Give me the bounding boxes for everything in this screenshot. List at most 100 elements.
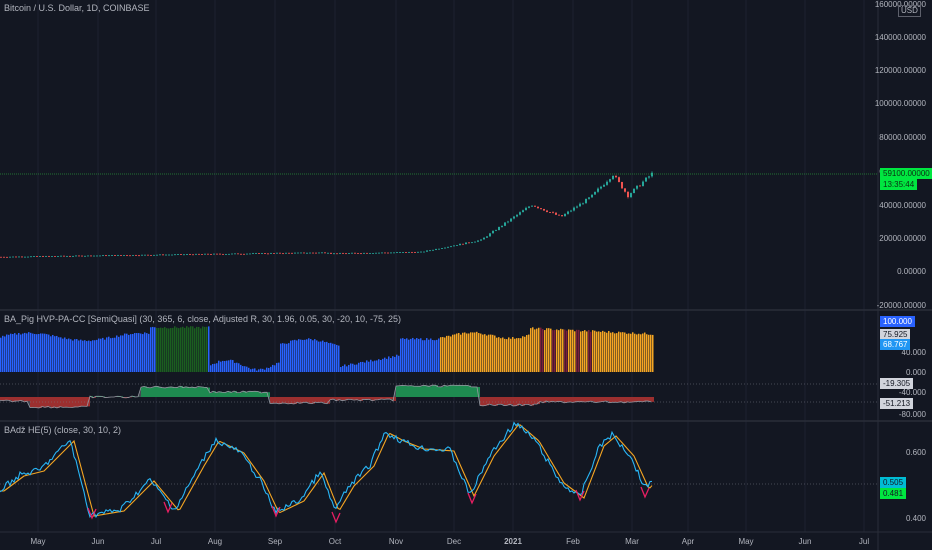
osc-negative <box>621 397 624 402</box>
osc-negative <box>78 397 81 408</box>
hvp-bar <box>322 340 324 372</box>
osc-positive <box>435 385 438 397</box>
hvp-badge-mid: 75.925 <box>880 329 911 340</box>
hvp-axis[interactable]: 40.000 0.000 -40.000 -80.000 <box>899 348 927 419</box>
hvp-bar <box>206 326 208 372</box>
he-pane-title[interactable]: BAǆ HE(5) (close, 30, 10, 2) <box>4 425 121 435</box>
hvp-bar <box>650 334 652 372</box>
osc-positive <box>159 386 162 397</box>
candle-body <box>339 253 341 254</box>
hvp-bar <box>592 330 594 372</box>
osc-negative <box>489 397 492 405</box>
osc-negative <box>282 397 285 404</box>
osc-positive <box>420 386 423 397</box>
hvp-bar <box>332 343 334 372</box>
he-tick-label: 0.600 <box>906 448 927 457</box>
hvp-bar <box>406 338 408 372</box>
candle-body <box>423 251 425 253</box>
candle-body <box>210 254 212 255</box>
hvp-bar <box>412 337 414 372</box>
osc-negative <box>585 397 588 402</box>
hvp-bar <box>16 334 18 372</box>
main-pane-title[interactable]: Bitcoin / U.S. Dollar, 1D, COINBASE <box>4 3 150 13</box>
candle-body <box>195 253 197 255</box>
price-axis[interactable]: 160000.00000 140000.00000 120000.00000 1000… <box>875 0 927 310</box>
hvp-bar <box>200 328 202 372</box>
osc-negative <box>345 397 348 401</box>
he-badge-green: 0.481 <box>880 488 907 499</box>
hvp-bar <box>296 340 298 372</box>
time-axis[interactable]: May Jun Jul Aug Sep Oct Nov Dec 2021 Feb Mar Apr May… <box>30 537 869 546</box>
hvp-bar <box>166 328 168 372</box>
hvp-bar <box>438 338 440 372</box>
hvp-badge-current: 68.767 <box>880 339 911 350</box>
hvp-bar <box>500 338 502 372</box>
hvp-bar <box>468 333 470 372</box>
hvp-bar <box>168 328 170 372</box>
hvp-bar <box>226 360 228 372</box>
hvp-bar <box>460 334 462 372</box>
time-axis-label: Nov <box>389 537 403 546</box>
hvp-bar <box>376 360 378 372</box>
osc-positive <box>174 387 177 397</box>
osc-negative <box>348 397 351 400</box>
osc-positive <box>429 386 432 397</box>
hvp-bar <box>440 337 442 372</box>
osc-negative <box>378 397 381 400</box>
hvp-bar <box>566 330 568 372</box>
hvp-oscillator[interactable] <box>0 383 878 409</box>
hvp-bar <box>128 334 130 372</box>
candle-body <box>288 252 290 254</box>
hvp-bar <box>534 329 536 372</box>
hvp-pane-title[interactable]: BA_Pig HVP-PA-CC [SemiQuasi] (30, 365, 6… <box>4 314 402 324</box>
candle-body <box>531 205 533 207</box>
candle-body <box>375 252 377 254</box>
hvp-bar <box>404 339 406 372</box>
hvp-bar <box>358 362 360 372</box>
osc-negative <box>303 397 306 403</box>
candle-body <box>183 254 185 256</box>
hvp-bar <box>430 338 432 372</box>
he-low-mark <box>271 505 281 518</box>
hvp-bar <box>290 340 292 372</box>
candle-body <box>255 253 257 254</box>
he-axis[interactable]: 0.600 0.400 <box>906 448 927 523</box>
he-oscillator-lines[interactable] <box>0 421 878 524</box>
hvp-bar <box>272 364 274 372</box>
hvp-tick-label: 0.000 <box>906 368 927 377</box>
hvp-bar <box>514 338 516 372</box>
price-tick-label: 140000.00000 <box>875 33 927 42</box>
time-axis-label: Dec <box>447 537 461 546</box>
price-candles[interactable] <box>0 171 653 258</box>
hvp-bar <box>204 326 206 372</box>
candle-body <box>579 203 581 207</box>
osc-negative <box>123 397 126 398</box>
hvp-bar <box>300 339 302 372</box>
candle-body <box>483 237 485 240</box>
candle-body <box>12 256 14 258</box>
candle-body <box>465 242 467 245</box>
hvp-bar <box>258 369 260 372</box>
osc-positive <box>462 385 465 397</box>
hvp-bar <box>368 361 370 372</box>
candle-body <box>363 252 365 254</box>
candle-body <box>99 255 101 257</box>
hvp-bar <box>342 365 344 372</box>
osc-positive <box>228 391 231 397</box>
candle-body <box>540 208 542 209</box>
hvp-bar <box>76 339 78 372</box>
candle-body <box>30 256 32 258</box>
hvp-bar <box>484 334 486 372</box>
hvp-bar <box>68 338 70 372</box>
candle-body <box>204 253 206 255</box>
hvp-bar <box>266 367 268 372</box>
hvp-bar <box>550 328 552 372</box>
hvp-bar <box>338 345 340 372</box>
hvp-bar <box>588 330 590 372</box>
osc-positive <box>195 387 198 397</box>
hvp-histogram[interactable] <box>0 326 654 372</box>
osc-positive <box>189 387 192 397</box>
hvp-bar <box>114 337 116 372</box>
currency-label[interactable]: USD <box>898 5 921 17</box>
